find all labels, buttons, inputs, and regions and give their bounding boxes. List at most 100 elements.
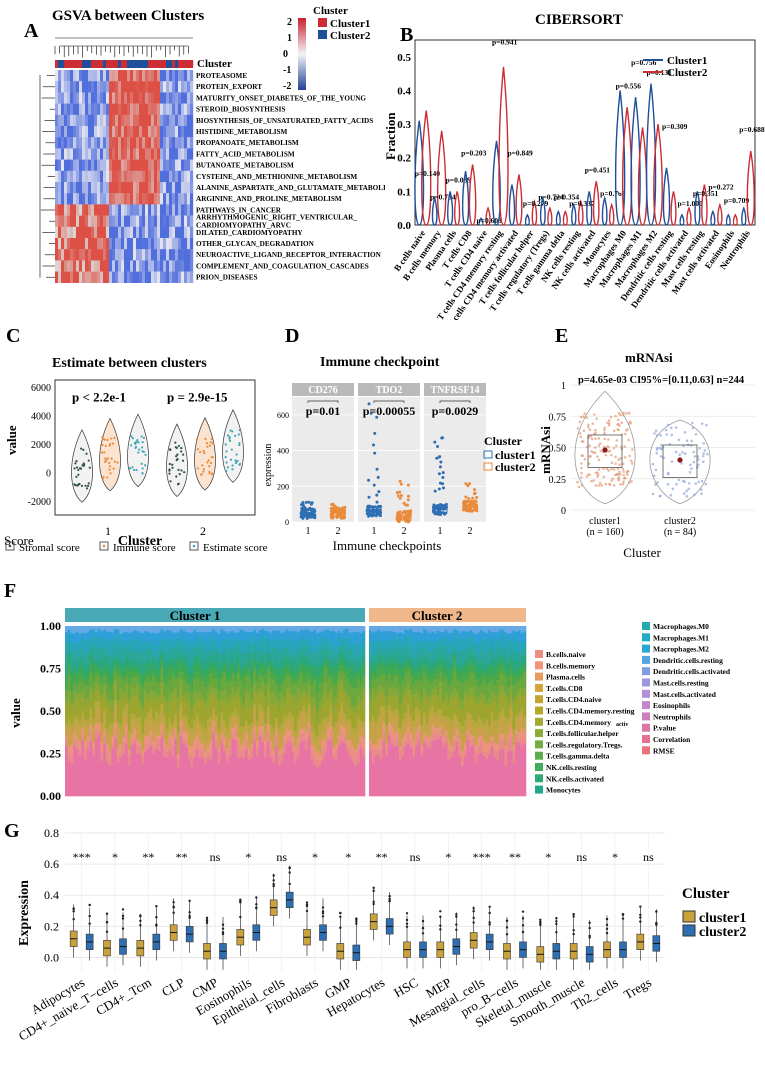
data-point [87,482,90,485]
stack-segment [193,656,197,664]
data-point [579,415,583,419]
data-point [138,448,141,451]
data-point [433,440,437,444]
stack-segment [144,681,148,691]
plot-bg [65,833,665,973]
stack-segment [321,673,325,684]
stack-segment [201,662,205,669]
stack-segment [111,711,115,724]
heatmap-cell [112,70,116,82]
stack-segment [174,732,178,740]
stack-segment [261,691,265,709]
stack-segment [371,665,375,673]
stack-segment [125,665,129,671]
stack-segment [114,664,118,671]
data-point [309,502,313,506]
stack-segment [95,737,99,797]
data-point [180,450,183,453]
heatmap-cell [139,148,143,160]
stack-segment [285,669,289,676]
stack-segment [318,661,322,667]
heatmap-cell [97,70,101,82]
data-point [183,471,186,474]
stack-segment [130,631,134,641]
annotation-cell [94,60,98,68]
stack-segment [217,673,221,680]
data-point [304,500,308,504]
stack-segment [160,637,164,646]
heatmap-cell [61,193,65,205]
heatmap-cell [118,114,122,127]
heatmap-cell [160,148,164,160]
data-point [169,448,172,451]
stack-segment [182,630,186,640]
heatmap-cell [154,271,158,283]
stack-segment [283,742,287,754]
stack-segment [78,667,82,672]
stack-segment [234,674,238,682]
data-point [597,437,601,440]
heatmap-cell [151,182,155,194]
annotation-cell [61,60,65,68]
heatmap-cell [82,226,86,239]
stack-segment [266,668,270,684]
stack-segment [406,669,410,682]
stack-segment [409,626,413,630]
violin-median [687,219,691,223]
group-bar [369,608,526,622]
stack-segment [253,659,257,665]
heatmap-cell [67,114,71,127]
stack-segment [242,626,246,631]
heatmap-cell [73,193,77,205]
stack-segment [406,712,410,726]
data-point [689,444,693,447]
stack-segment [277,689,281,701]
heatmap-cell [64,260,68,272]
heatmap-cell [97,182,101,194]
stack-segment [463,756,467,797]
stack-segment [209,626,213,632]
stack-segment [404,717,408,735]
heatmap-cell [184,126,188,138]
stack-segment [439,671,443,682]
heatmap-cell [157,193,161,205]
legend-swatch [535,706,543,715]
stack-segment [348,649,352,663]
stack-segment [509,705,513,711]
stack-segment [305,628,309,641]
stack-segment [515,676,519,683]
stack-segment [114,636,118,645]
stack-segment [195,661,199,672]
heatmap-cell [58,126,62,138]
heatmap-cell [121,249,125,261]
stack-segment [138,675,142,684]
stack-segment [75,698,79,717]
legend-swatch [642,633,650,642]
legend-label: Estimate score [203,542,268,554]
data-point [231,464,234,467]
stack-segment [160,626,164,630]
data-point [141,446,144,449]
heatmap-cell [88,159,92,171]
heatmap-cell [136,170,140,183]
legend-swatch [535,785,543,794]
stack-segment [70,641,74,654]
data-point [102,475,105,479]
signif-label: ns [210,850,221,864]
stack-segment [182,651,186,658]
stack-segment [176,697,180,710]
heatmap-cell [91,215,95,227]
stack-segment [498,626,502,630]
stack-segment [498,638,502,651]
stack-segment [272,691,276,706]
stack-segment [100,742,104,752]
heatmap-cell [106,159,110,171]
data-point [439,460,443,464]
stack-segment [277,667,281,675]
stack-segment [458,632,462,639]
stack-segment [92,626,96,630]
proportion-chart: Cluster 1 Cluster 21.000.750.500.250.00va… [8,608,731,803]
data-point [658,446,662,450]
heatmap-cell [130,249,134,261]
heatmap-cell [61,226,65,239]
